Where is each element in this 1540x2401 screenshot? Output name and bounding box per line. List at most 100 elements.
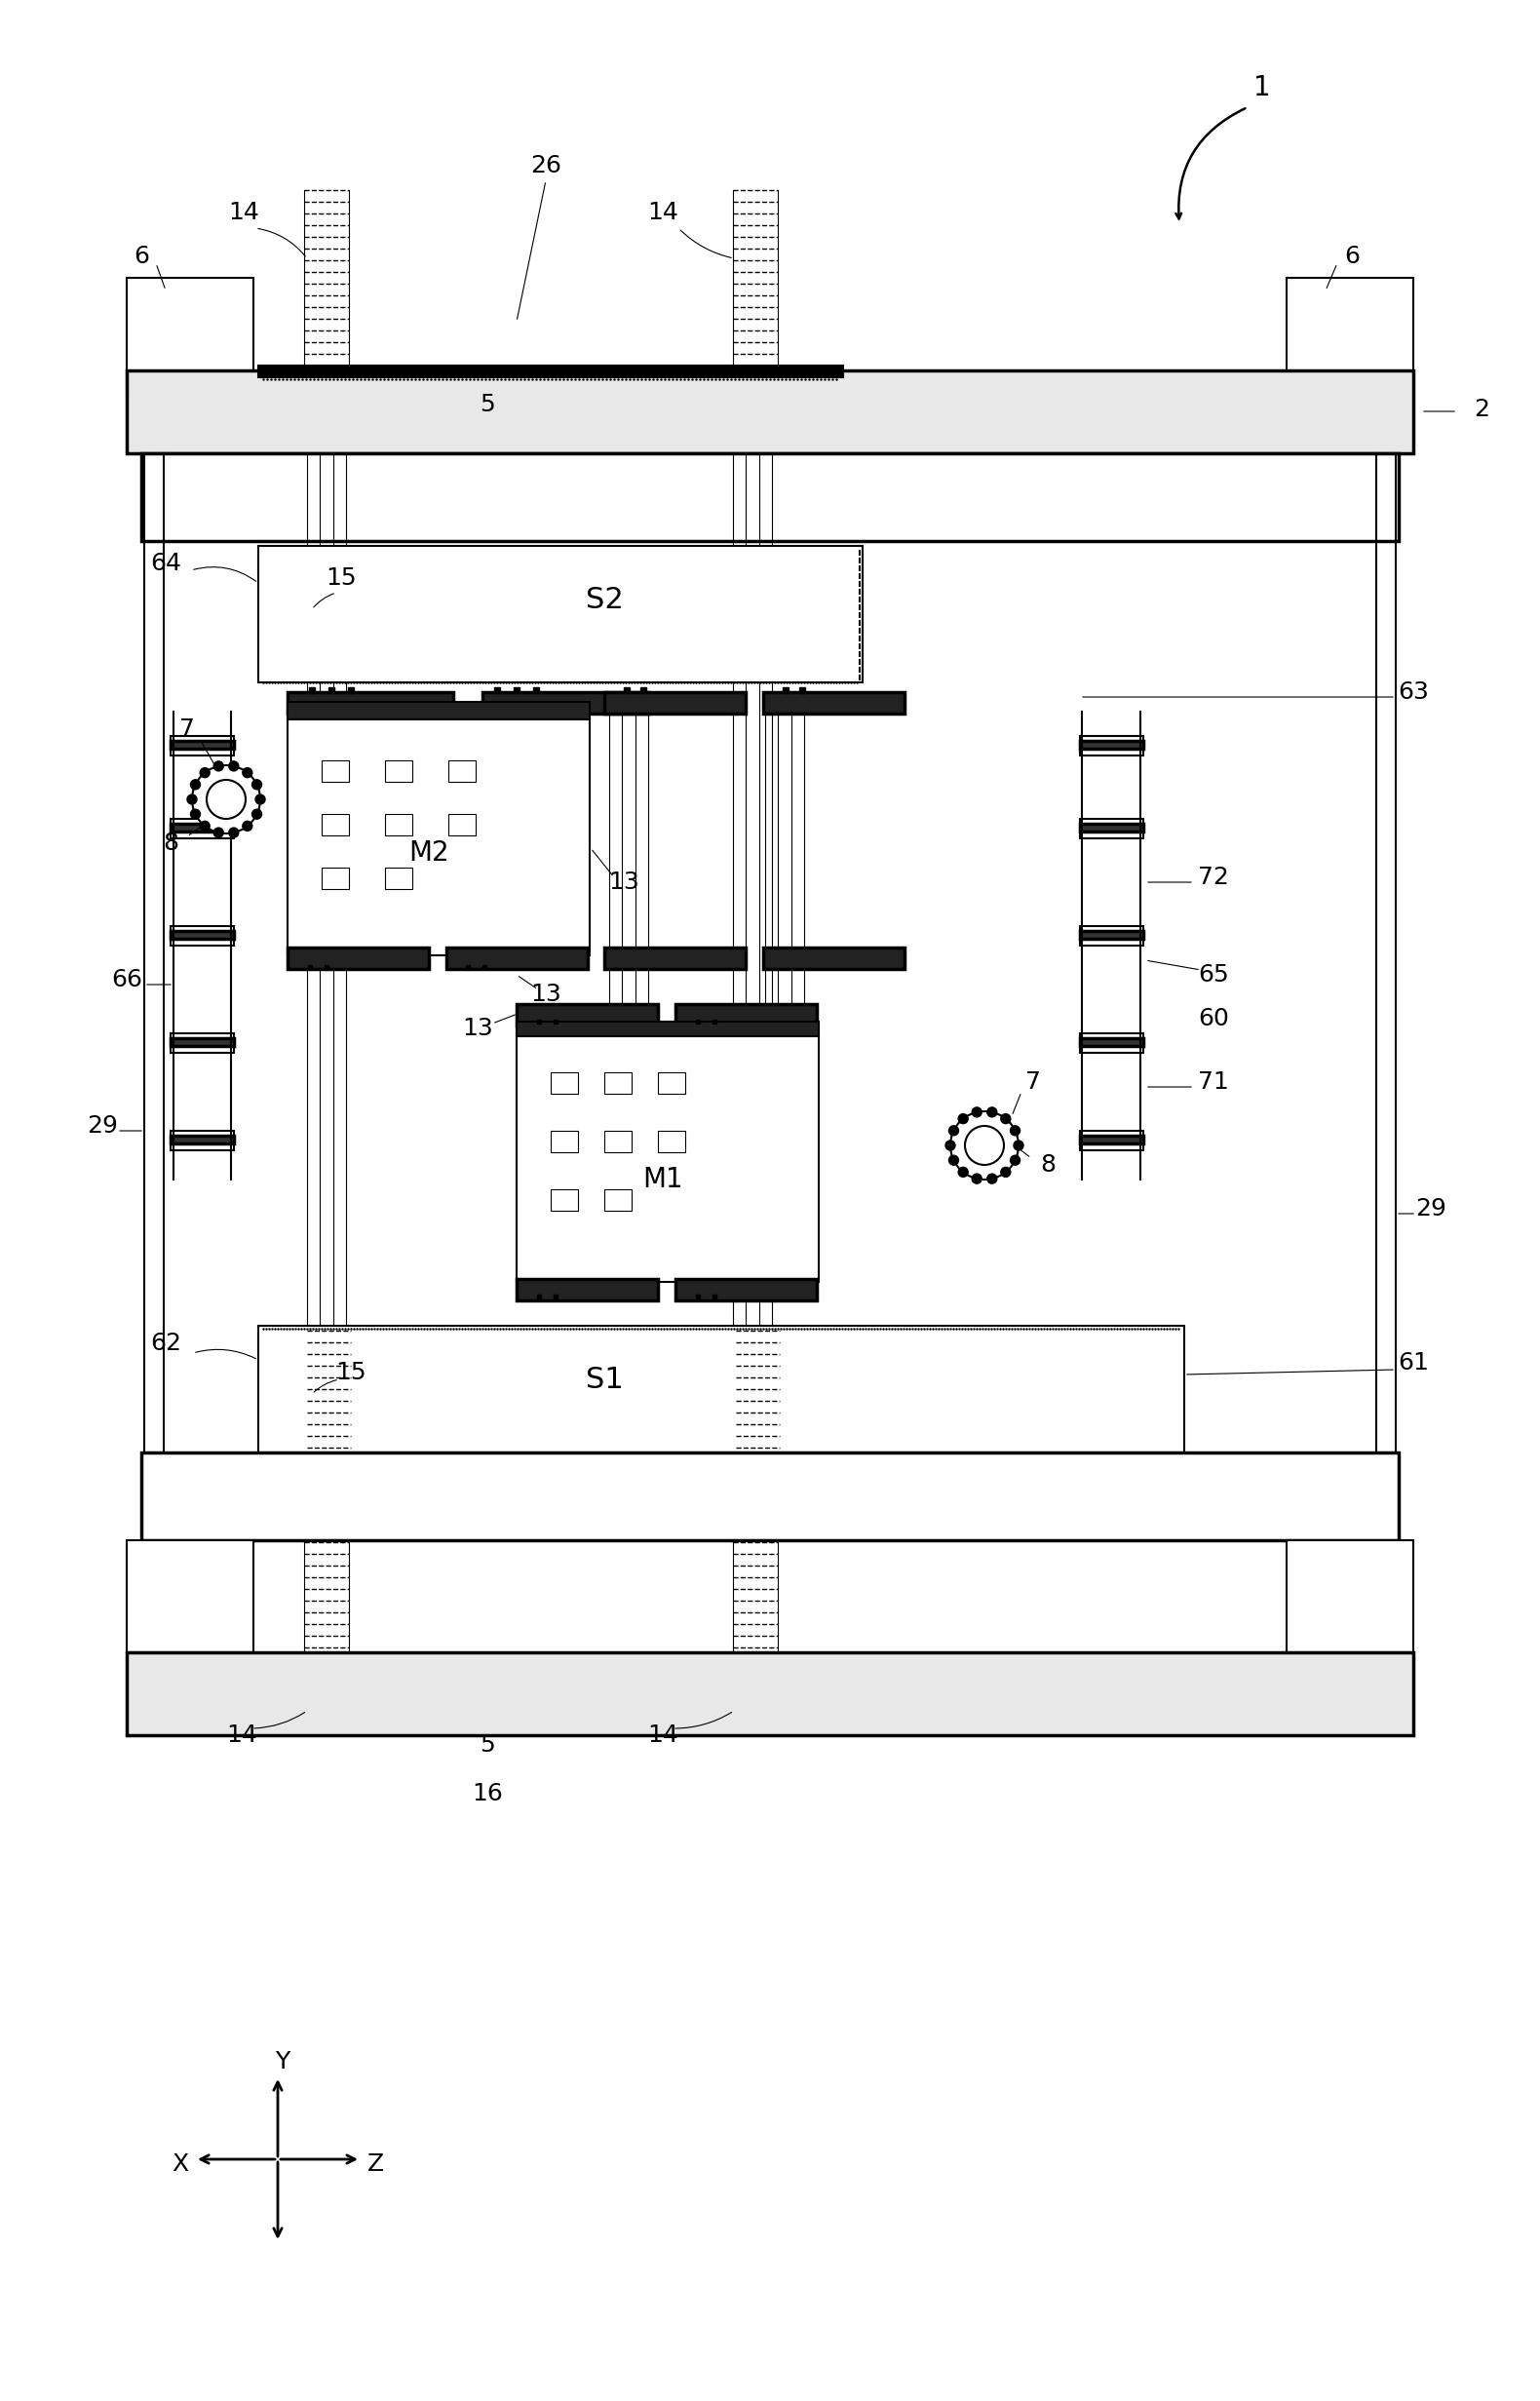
Bar	[171, 1037, 234, 1047]
Circle shape	[242, 768, 253, 778]
Bar	[764, 691, 904, 713]
Bar	[604, 1073, 631, 1095]
Circle shape	[191, 809, 200, 819]
Text: 13: 13	[608, 872, 639, 893]
Text: 64: 64	[149, 552, 182, 576]
Bar	[658, 1131, 685, 1152]
Circle shape	[1013, 1140, 1024, 1150]
Bar	[551, 1188, 578, 1210]
Circle shape	[1010, 1155, 1019, 1164]
Bar	[1080, 1032, 1143, 1052]
Bar	[288, 701, 590, 720]
Bar	[171, 1131, 234, 1150]
Bar	[171, 819, 234, 838]
Bar	[171, 1136, 234, 1143]
Bar	[171, 824, 234, 831]
Text: 72: 72	[1198, 867, 1229, 888]
Circle shape	[200, 768, 209, 778]
Text: S2: S2	[585, 586, 624, 615]
Text: 6: 6	[134, 245, 149, 269]
Bar	[1080, 927, 1143, 946]
Circle shape	[253, 809, 262, 819]
Text: 7: 7	[1026, 1071, 1041, 1095]
Circle shape	[949, 1126, 958, 1136]
Bar	[126, 1539, 254, 1652]
Text: 65: 65	[1198, 963, 1229, 987]
Circle shape	[214, 828, 223, 838]
Bar	[604, 1131, 631, 1152]
Text: 13: 13	[462, 1016, 493, 1040]
Bar	[259, 1325, 1184, 1453]
Circle shape	[972, 1174, 981, 1184]
Text: M2: M2	[408, 840, 450, 867]
Bar	[676, 1004, 816, 1025]
Circle shape	[1001, 1114, 1010, 1124]
Bar	[171, 927, 234, 946]
Text: 5: 5	[479, 1734, 494, 1758]
Bar	[1080, 1037, 1143, 1047]
Bar	[171, 737, 234, 756]
Bar	[604, 948, 745, 970]
Bar	[482, 691, 648, 713]
Circle shape	[1010, 1126, 1019, 1136]
Bar	[322, 814, 350, 836]
Text: 14: 14	[228, 202, 259, 223]
Bar	[1286, 1539, 1414, 1652]
Circle shape	[972, 1107, 981, 1116]
Bar	[288, 691, 453, 713]
Bar	[171, 742, 234, 749]
Bar	[516, 1020, 819, 1037]
Text: 66: 66	[111, 968, 142, 992]
Text: M1: M1	[642, 1167, 684, 1193]
Bar	[1080, 1131, 1143, 1150]
Text: 29: 29	[86, 1114, 119, 1138]
Bar	[259, 545, 862, 682]
Text: 29: 29	[1415, 1198, 1446, 1220]
Bar	[551, 1131, 578, 1152]
Bar	[126, 279, 254, 389]
Bar	[322, 867, 350, 888]
Circle shape	[253, 780, 262, 790]
Text: 63: 63	[1398, 679, 1429, 703]
Text: 8: 8	[163, 831, 179, 855]
Text: Y: Y	[276, 2050, 290, 2074]
Bar	[1080, 819, 1143, 838]
Text: 6: 6	[1344, 245, 1360, 269]
Circle shape	[192, 766, 260, 833]
Text: S1: S1	[585, 1366, 624, 1393]
Bar	[1080, 932, 1143, 939]
Text: 5: 5	[479, 394, 494, 415]
Bar	[551, 1073, 578, 1095]
Bar	[676, 1280, 816, 1301]
Bar	[516, 1028, 819, 1282]
Text: 61: 61	[1398, 1352, 1429, 1373]
Circle shape	[242, 821, 253, 831]
Circle shape	[256, 795, 265, 804]
Text: 13: 13	[530, 982, 561, 1006]
Bar	[1080, 824, 1143, 831]
Bar	[447, 948, 588, 970]
Circle shape	[987, 1107, 996, 1116]
Text: X: X	[172, 2151, 189, 2175]
Bar	[142, 454, 1398, 540]
Circle shape	[188, 795, 197, 804]
Text: 1: 1	[1254, 74, 1270, 101]
Bar	[516, 1004, 658, 1025]
Text: 7: 7	[179, 718, 196, 742]
Text: 14: 14	[647, 202, 678, 223]
Text: 26: 26	[530, 154, 562, 178]
Bar	[448, 814, 476, 836]
Bar	[1080, 737, 1143, 756]
Bar	[385, 814, 413, 836]
Bar	[658, 1073, 685, 1095]
Text: 14: 14	[647, 1724, 678, 1748]
Bar	[1286, 279, 1414, 389]
Circle shape	[191, 780, 200, 790]
Text: 62: 62	[149, 1333, 182, 1354]
Bar	[171, 1032, 234, 1052]
Text: 15: 15	[326, 567, 357, 591]
Bar	[288, 948, 428, 970]
Text: 8: 8	[1040, 1152, 1055, 1176]
Bar	[448, 761, 476, 783]
Circle shape	[987, 1174, 996, 1184]
